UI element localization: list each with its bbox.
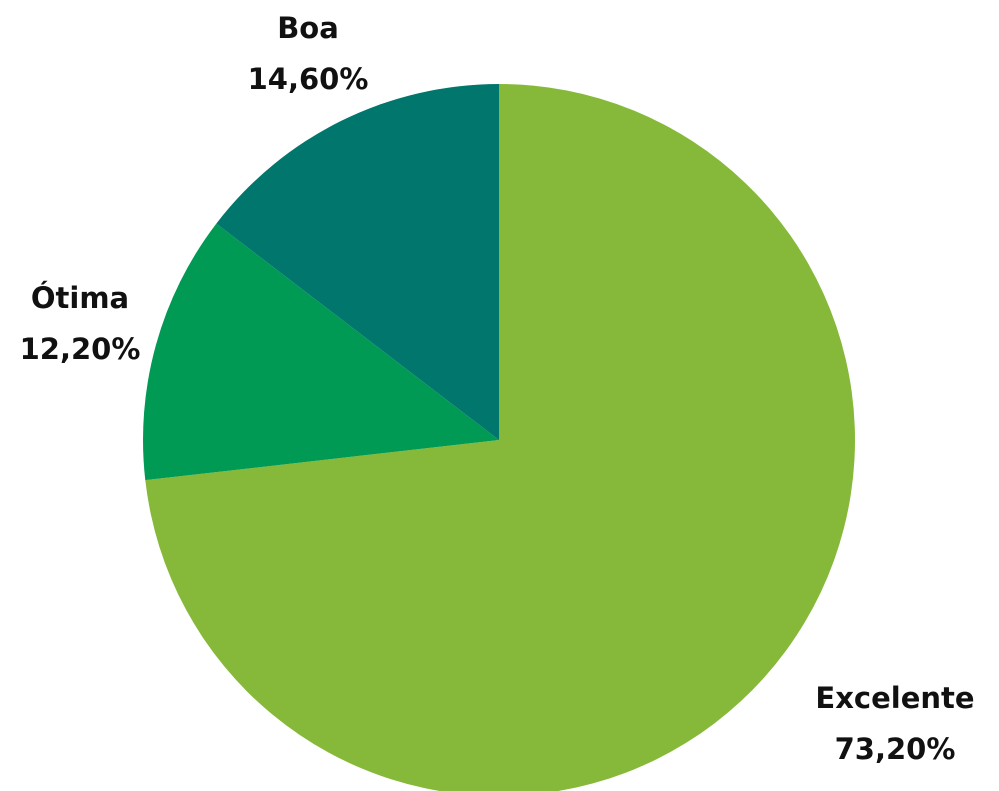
slice-category-label: Ótima bbox=[31, 281, 129, 315]
slice-category-label: Boa bbox=[277, 11, 339, 45]
pie-slice bbox=[216, 84, 499, 440]
slice-category-label: Excelente bbox=[815, 681, 974, 715]
slice-value-label: 73,20% bbox=[835, 732, 956, 766]
slice-value-label: 14,60% bbox=[248, 62, 369, 96]
pie-slice bbox=[142, 223, 499, 481]
pie-slice bbox=[145, 84, 855, 791]
slice-value-label: 12,20% bbox=[20, 332, 141, 366]
